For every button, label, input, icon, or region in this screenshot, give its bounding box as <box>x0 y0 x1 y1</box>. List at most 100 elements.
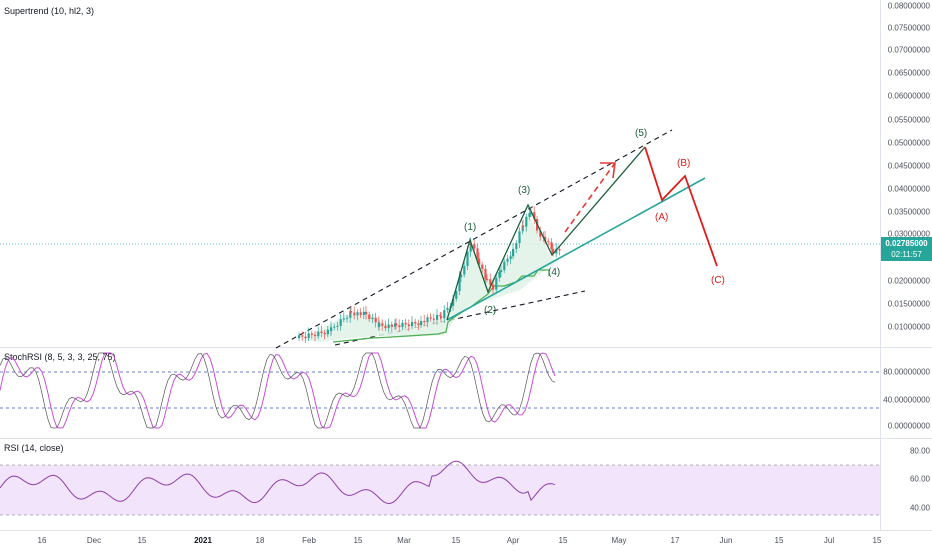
candle-body <box>429 317 432 319</box>
rsi-legend[interactable]: RSI (14, close) <box>4 443 64 453</box>
candle-body <box>552 249 555 254</box>
rsi-tick: 60.00 <box>909 474 930 484</box>
candle-body <box>436 315 439 320</box>
stoch-tick: 0.00000000 <box>887 421 930 431</box>
time-tick: Mar <box>397 536 411 545</box>
candle-body <box>350 311 353 313</box>
candle-body <box>330 327 333 332</box>
candle-body <box>349 311 352 318</box>
candle-body <box>550 242 553 250</box>
impulse-wave-path <box>446 146 646 321</box>
candle-body <box>498 272 501 278</box>
candle-body <box>547 241 550 243</box>
price-tick: 0.01000000 <box>887 322 930 332</box>
candle-body <box>414 321 417 324</box>
time-tick: 17 <box>670 536 680 545</box>
time-tick: 15 <box>137 536 147 545</box>
candle-body <box>455 291 458 299</box>
supertrend-line <box>332 269 550 343</box>
candle-body <box>395 323 398 326</box>
pane-divider-1[interactable] <box>0 347 932 348</box>
candle-body <box>515 243 518 249</box>
candle-body <box>381 323 384 326</box>
price-axis[interactable]: 0.08000000 0.07500000 0.07000000 0.06500… <box>880 0 932 530</box>
wave-label-1: (1) <box>464 222 476 233</box>
price-tick: 0.01500000 <box>887 299 930 309</box>
candle-body <box>342 318 345 320</box>
pane-divider-2[interactable] <box>0 438 932 439</box>
supertrend-legend[interactable]: Supertrend (10, hl2, 3) <box>4 6 95 16</box>
candle-body <box>522 225 525 227</box>
candle-body <box>404 322 407 325</box>
candle-body <box>495 277 498 290</box>
candle-body <box>423 320 426 323</box>
rsi-pane[interactable]: RSI (14, close) <box>0 439 880 530</box>
candle-body <box>478 258 481 265</box>
time-tick: Apr <box>506 536 520 545</box>
price-tick: 0.03500000 <box>887 207 930 217</box>
price-tick: 0.05500000 <box>887 115 930 125</box>
stochrsi-legend[interactable]: StochRSI (8, 5, 3, 3, 25, 75) <box>4 352 116 362</box>
candle-body <box>458 277 461 292</box>
price-tick: 0.04000000 <box>887 184 930 194</box>
rsi-tick: 40.00 <box>909 503 930 513</box>
candle-body <box>481 264 484 269</box>
candle-body <box>439 315 442 317</box>
candle-body <box>440 316 443 319</box>
candle-body <box>371 317 374 320</box>
candle-body <box>443 310 446 319</box>
time-tick: Jul <box>823 536 835 545</box>
price-tick: 0.07500000 <box>887 23 930 33</box>
candle-body <box>336 325 339 327</box>
candle-body <box>432 318 435 320</box>
candle-body <box>301 335 304 337</box>
candle-body <box>378 323 381 328</box>
candle-body <box>374 317 377 323</box>
candle-body <box>323 332 326 335</box>
wave-label-4: (4) <box>548 267 560 278</box>
candle-body <box>346 317 349 319</box>
supertrend-fill <box>300 215 560 342</box>
time-tick: 15 <box>558 536 568 545</box>
price-tick: 0.06000000 <box>887 91 930 101</box>
candle-body <box>492 284 495 290</box>
candle-body <box>446 308 449 311</box>
candlesticks[interactable] <box>298 206 561 344</box>
candle-body <box>417 323 420 326</box>
candle-body <box>314 334 317 337</box>
candle-body <box>555 249 558 254</box>
candle-body <box>320 331 323 333</box>
price-tick: 0.04500000 <box>887 161 930 171</box>
candle-body <box>460 274 463 278</box>
candle-body <box>326 329 329 335</box>
candle-body <box>356 312 359 316</box>
candle-body <box>387 324 390 329</box>
price-tick: 0.08000000 <box>887 1 930 11</box>
time-axis[interactable]: 16 Dec 15 2021 18 Feb 15 Mar 15 Apr 15 M… <box>0 530 932 551</box>
bar-countdown: 02:11:57 <box>891 250 922 259</box>
candle-body <box>426 317 429 323</box>
chart-canvas[interactable]: (1) (2) (3) (4) (5) (A) (B) (C) <box>0 0 880 530</box>
candle-body <box>398 325 401 328</box>
candle-body <box>489 279 492 285</box>
last-price-value: 0.02785000 <box>885 239 928 248</box>
candle-body <box>469 243 472 252</box>
candle-body <box>304 336 307 339</box>
time-tick: 15 <box>451 536 461 545</box>
candle-body <box>506 258 509 262</box>
channel-upper-line <box>275 129 673 349</box>
last-price-tag: 0.02785000 02:11:57 <box>881 237 932 261</box>
candle-body <box>512 248 515 257</box>
wave-label-c: (C) <box>711 275 725 286</box>
time-tick: 15 <box>774 536 784 545</box>
main-chart-pane[interactable]: Supertrend (10, hl2, 3) <box>0 0 880 347</box>
candle-body <box>390 324 393 327</box>
price-tick: 0.05000000 <box>887 138 930 148</box>
stochrsi-pane[interactable]: StochRSI (8, 5, 3, 3, 25, 75) <box>0 348 880 438</box>
time-tick: Feb <box>302 536 316 545</box>
candle-body <box>518 231 521 244</box>
time-tick: 15 <box>872 536 882 545</box>
candle-body <box>310 333 313 335</box>
rsi-line <box>0 460 556 505</box>
candle-body <box>473 244 476 249</box>
